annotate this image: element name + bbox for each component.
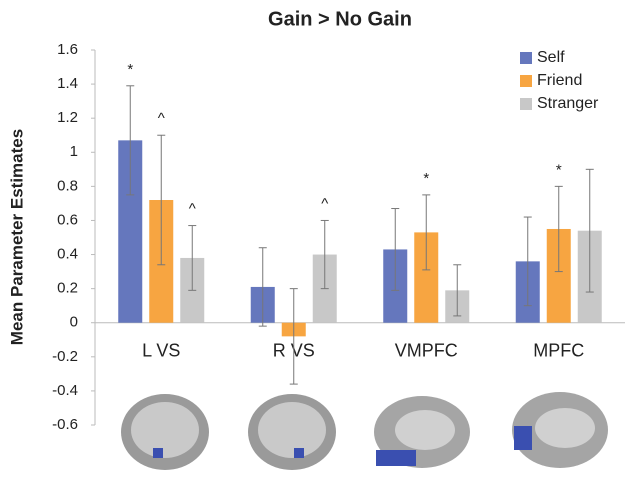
annotation: *	[127, 61, 133, 78]
x-tick-label: L VS	[142, 340, 180, 360]
brain-roi	[514, 426, 532, 450]
annotation: ^	[189, 201, 196, 218]
brain-images	[121, 392, 608, 470]
legend-label: Friend	[537, 72, 582, 89]
legend-swatch	[520, 75, 532, 87]
y-axis-label: Mean Parameter Estimates	[7, 129, 26, 345]
brain-image	[131, 402, 199, 458]
y-tick-label: 0	[70, 314, 78, 331]
y-tick-label: -0.2	[52, 348, 78, 365]
annotation: *	[556, 161, 562, 178]
annotation: *	[423, 170, 429, 187]
y-tick-label: 0.4	[57, 246, 78, 263]
legend-swatch	[520, 98, 532, 110]
brain-image	[395, 410, 455, 450]
brain-image	[258, 402, 326, 458]
y-tick-label: -0.4	[52, 382, 78, 399]
legend-label: Self	[537, 49, 565, 66]
legend-swatch	[520, 52, 532, 64]
chart: Gain > No Gain Mean Parameter Estimates …	[0, 0, 627, 487]
y-tick-label: 1	[70, 143, 78, 160]
brain-image	[535, 408, 595, 448]
legend-label: Stranger	[537, 95, 599, 112]
y-tick-label: 0.8	[57, 177, 78, 194]
y-tick-label: -0.6	[52, 416, 78, 433]
x-tick-label: MPFC	[533, 340, 584, 360]
brain-roi	[294, 448, 304, 458]
y-tick-label: 0.2	[57, 280, 78, 297]
brain-roi	[376, 450, 416, 466]
annotation: ^	[321, 195, 328, 212]
y-tick-label: 1.4	[57, 75, 78, 92]
chart-title: Gain > No Gain	[268, 8, 412, 30]
annotation: ^	[158, 110, 165, 127]
x-tick-label: VMPFC	[395, 340, 458, 360]
y-tick-label: 1.2	[57, 109, 78, 126]
brain-roi	[153, 448, 163, 458]
y-tick-label: 0.6	[57, 211, 78, 228]
y-tick-label: 1.6	[57, 41, 78, 58]
